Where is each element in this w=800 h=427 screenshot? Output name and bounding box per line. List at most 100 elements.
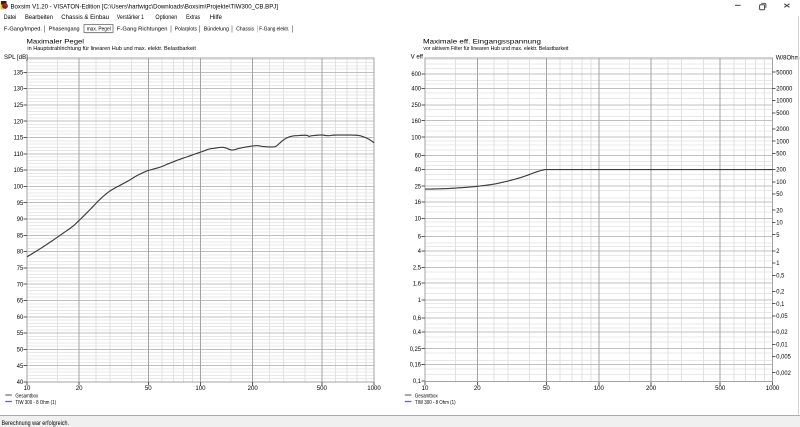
svg-text:20: 20 xyxy=(776,207,783,214)
svg-text:2,5: 2,5 xyxy=(413,265,422,272)
svg-text:20: 20 xyxy=(474,385,481,392)
svg-text:max. Pegel: max. Pegel xyxy=(87,26,111,32)
svg-text:70: 70 xyxy=(17,281,24,288)
svg-text:1000: 1000 xyxy=(367,385,381,392)
svg-text:F-Gang/Imped.: F-Gang/Imped. xyxy=(4,26,42,32)
svg-text:125: 125 xyxy=(14,102,24,109)
svg-text:50: 50 xyxy=(776,191,783,198)
svg-text:SPL [dB]: SPL [dB] xyxy=(4,54,28,61)
svg-text:0,1: 0,1 xyxy=(413,378,422,385)
svg-text:100: 100 xyxy=(14,184,24,191)
svg-text:Polarplots: Polarplots xyxy=(175,26,197,32)
svg-text:Gesamtbox: Gesamtbox xyxy=(415,393,438,399)
svg-text:0,4: 0,4 xyxy=(413,329,422,336)
svg-text:25: 25 xyxy=(415,183,422,190)
svg-text:95: 95 xyxy=(17,200,24,207)
svg-text:80: 80 xyxy=(17,249,24,256)
svg-text:200: 200 xyxy=(646,385,657,392)
svg-text:200: 200 xyxy=(776,167,786,174)
svg-text:1: 1 xyxy=(418,297,422,304)
svg-text:in Hauptstrahlrichtung für lin: in Hauptstrahlrichtung für linearen Hub … xyxy=(27,46,196,52)
svg-text:120: 120 xyxy=(14,118,24,125)
svg-text:W/8Ohm: W/8Ohm xyxy=(776,55,800,61)
svg-text:90: 90 xyxy=(17,216,24,223)
svg-text:40: 40 xyxy=(415,167,422,174)
svg-text:75: 75 xyxy=(17,265,24,272)
svg-text:130: 130 xyxy=(14,86,24,93)
svg-text:100: 100 xyxy=(594,385,605,392)
svg-text:Extras: Extras xyxy=(186,14,200,21)
svg-text:110: 110 xyxy=(14,151,24,158)
svg-text:50: 50 xyxy=(145,385,152,392)
svg-text:200: 200 xyxy=(248,385,259,392)
svg-text:5: 5 xyxy=(776,232,780,239)
svg-text:Bündelung: Bündelung xyxy=(204,26,229,32)
svg-text:500: 500 xyxy=(715,385,726,392)
svg-text:0,5: 0,5 xyxy=(776,272,785,279)
svg-text:0,005: 0,005 xyxy=(776,354,791,361)
svg-text:Bearbeiten: Bearbeiten xyxy=(25,14,53,21)
svg-text:105: 105 xyxy=(14,167,24,174)
svg-text:500: 500 xyxy=(776,151,786,158)
svg-text:Maximaler Pegel: Maximaler Pegel xyxy=(27,39,85,46)
svg-text:TIW 300 - 8 Ohm (1): TIW 300 - 8 Ohm (1) xyxy=(415,400,456,406)
svg-text:600: 600 xyxy=(411,71,421,78)
svg-text:2: 2 xyxy=(776,248,780,255)
svg-text:1,6: 1,6 xyxy=(413,280,422,287)
svg-text:0,25: 0,25 xyxy=(410,346,422,353)
svg-text:115: 115 xyxy=(14,135,24,142)
svg-text:50: 50 xyxy=(17,347,24,354)
svg-text:1000: 1000 xyxy=(766,385,780,392)
svg-text:Chassis: Chassis xyxy=(236,26,254,32)
svg-text:10: 10 xyxy=(415,216,422,223)
svg-text:0,2: 0,2 xyxy=(776,289,785,296)
svg-text:60: 60 xyxy=(415,152,422,159)
svg-text:85: 85 xyxy=(17,232,24,239)
svg-text:F-Gang elektr.: F-Gang elektr. xyxy=(259,26,289,32)
svg-text:16: 16 xyxy=(415,199,422,206)
svg-text:50000: 50000 xyxy=(776,69,792,76)
svg-text:50: 50 xyxy=(543,385,550,392)
svg-text:100: 100 xyxy=(195,385,206,392)
svg-text:20: 20 xyxy=(76,385,83,392)
svg-text:500: 500 xyxy=(317,385,328,392)
svg-text:10: 10 xyxy=(422,385,429,392)
svg-text:100: 100 xyxy=(411,134,421,141)
svg-text:6: 6 xyxy=(418,234,422,241)
svg-text:0,01: 0,01 xyxy=(776,341,788,348)
svg-text:4: 4 xyxy=(418,248,422,255)
svg-text:160: 160 xyxy=(411,118,421,125)
svg-text:0,6: 0,6 xyxy=(413,315,422,322)
svg-text:TIW 300 - 8 Ohm (1): TIW 300 - 8 Ohm (1) xyxy=(15,400,56,406)
svg-text:Optionen: Optionen xyxy=(155,14,177,21)
svg-text:F-Gang Richtungen: F-Gang Richtungen xyxy=(117,26,168,32)
svg-text:Berechnung war erfolgreich.: Berechnung war erfolgreich. xyxy=(2,420,70,427)
svg-text:100: 100 xyxy=(776,179,786,186)
svg-text:0,1: 0,1 xyxy=(776,301,785,308)
svg-text:Phasengang: Phasengang xyxy=(49,26,80,32)
svg-text:Verstärker 1: Verstärker 1 xyxy=(117,14,144,21)
svg-text:Datei: Datei xyxy=(4,14,17,21)
svg-text:1: 1 xyxy=(776,260,780,267)
svg-text:Maximale eff. Eingangsspannung: Maximale eff. Eingangsspannung xyxy=(423,39,541,46)
svg-text:V eff: V eff xyxy=(411,54,424,61)
svg-text:0,02: 0,02 xyxy=(776,329,788,336)
svg-text:Gesamtbox: Gesamtbox xyxy=(15,393,38,399)
svg-text:55: 55 xyxy=(17,330,24,337)
svg-text:250: 250 xyxy=(411,102,421,109)
svg-text:Hilfe: Hilfe xyxy=(210,14,223,21)
svg-text:45: 45 xyxy=(17,363,24,370)
svg-text:Chassis & Einbau: Chassis & Einbau xyxy=(61,14,109,21)
svg-text:0,002: 0,002 xyxy=(776,370,791,377)
svg-text:10: 10 xyxy=(24,385,31,392)
svg-text:400: 400 xyxy=(411,85,421,92)
svg-text:5000: 5000 xyxy=(776,110,789,117)
svg-text:135: 135 xyxy=(14,69,24,76)
svg-text:60: 60 xyxy=(17,314,24,321)
svg-text:2000: 2000 xyxy=(776,126,789,133)
svg-text:20000: 20000 xyxy=(776,85,792,92)
svg-text:10: 10 xyxy=(776,220,783,227)
svg-text:1000: 1000 xyxy=(776,138,789,145)
svg-text:10000: 10000 xyxy=(776,98,792,105)
svg-text:0,05: 0,05 xyxy=(776,313,788,320)
